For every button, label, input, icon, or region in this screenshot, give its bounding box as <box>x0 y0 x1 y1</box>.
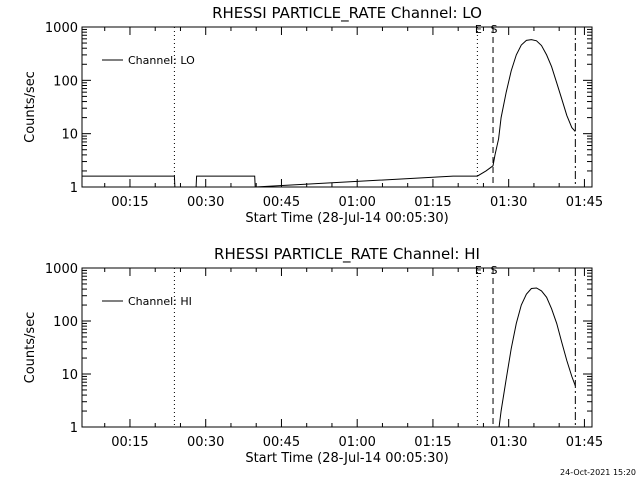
data-series-line <box>498 287 576 428</box>
x-tick-label: 01:00 <box>338 195 375 210</box>
legend-label: Channel: LO <box>128 54 195 67</box>
y-tick-label: 100 <box>53 74 78 89</box>
plot-frame <box>81 26 593 188</box>
x-tick-label: 00:45 <box>263 195 300 210</box>
marker-label: S <box>491 23 498 36</box>
chart-panel-2: RHESSI PARTICLE_RATE Channel: HI Counts/s… <box>23 245 603 466</box>
marker-label: E <box>475 264 482 277</box>
y-tick-label: 10 <box>61 368 78 383</box>
chart-title: RHESSI PARTICLE_RATE Channel: LO <box>212 4 482 23</box>
data-series-line <box>82 39 576 188</box>
x-axis-label: Start Time (28-Jul-14 00:05:30) <box>245 451 448 466</box>
y-tick-label: 10 <box>61 128 78 143</box>
y-tick-label: 1 <box>70 421 78 436</box>
legend-label: Channel: HI <box>128 295 192 308</box>
x-tick-label: 00:15 <box>111 195 148 210</box>
y-tick-label: 1000 <box>45 21 78 36</box>
x-tick-label: 01:15 <box>414 195 451 210</box>
x-tick-label: 00:30 <box>187 435 224 450</box>
x-tick-label: 01:45 <box>566 195 603 210</box>
y-axis-label: Counts/sec <box>23 71 38 143</box>
marker-label: S <box>491 264 498 277</box>
x-tick-label: 01:00 <box>338 435 375 450</box>
y-axis-label: Counts/sec <box>23 312 38 384</box>
y-tick-label: 1 <box>70 181 78 196</box>
x-tick-label: 01:45 <box>566 435 603 450</box>
x-tick-label: 00:30 <box>187 195 224 210</box>
marker-label: E <box>475 23 482 36</box>
x-tick-label: 00:15 <box>111 435 148 450</box>
x-tick-label: 01:15 <box>414 435 451 450</box>
chart-panel-1: RHESSI PARTICLE_RATE Channel: LO Counts/s… <box>23 4 603 226</box>
x-axis-label: Start Time (28-Jul-14 00:05:30) <box>245 211 448 226</box>
y-tick-label: 100 <box>53 315 78 330</box>
x-tick-label: 01:30 <box>490 435 527 450</box>
x-tick-label: 00:45 <box>263 435 300 450</box>
footer-timestamp: 24-Oct-2021 15:20 <box>560 468 636 477</box>
plot-frame <box>81 267 593 428</box>
chart-title: RHESSI PARTICLE_RATE Channel: HI <box>214 245 480 264</box>
x-tick-label: 01:30 <box>490 195 527 210</box>
y-tick-label: 1000 <box>45 262 78 277</box>
